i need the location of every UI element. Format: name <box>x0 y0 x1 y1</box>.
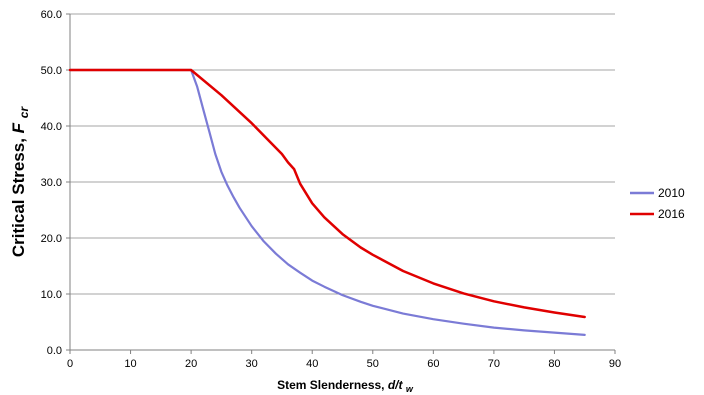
x-tick-label: 40 <box>306 358 318 370</box>
x-axis-title-var: d/t <box>388 378 404 392</box>
axes <box>66 13 616 354</box>
legend-label-2010: 2010 <box>658 186 685 200</box>
y-tick-label: 40.0 <box>41 121 62 133</box>
y-tick-label: 30.0 <box>41 177 62 189</box>
x-tick-label: 20 <box>185 358 197 370</box>
x-tick-label: 60 <box>427 358 439 370</box>
x-tick-label: 0 <box>67 358 73 370</box>
x-tick-label: 90 <box>609 358 621 370</box>
series-line-2010 <box>68 68 586 336</box>
x-tick-labels: 0 10 20 30 40 50 60 70 80 90 <box>67 358 621 370</box>
x-tick-label: 50 <box>367 358 379 370</box>
x-axis-title: Stem Slenderness, d/t w <box>277 378 414 394</box>
y-tick-label: 60.0 <box>41 9 62 21</box>
y-tick-label: 0.0 <box>47 345 62 357</box>
y-axis-title: Critical Stress, F cr <box>9 106 31 258</box>
series-lines <box>68 68 586 336</box>
x-tick-label: 70 <box>488 358 500 370</box>
y-tick-label: 20.0 <box>41 233 62 245</box>
y-tick-label: 50.0 <box>41 65 62 77</box>
x-tick-label: 10 <box>124 358 136 370</box>
series-line-2016 <box>68 68 586 319</box>
y-tick-label: 10.0 <box>41 289 62 301</box>
x-axis-title-main: Stem Slenderness, <box>277 378 388 392</box>
x-axis-title-sub: w <box>406 384 414 394</box>
y-axis-title-main: Critical Stress, <box>9 133 28 257</box>
legend: 2010 2016 <box>630 186 685 221</box>
y-axis-title-var: F <box>9 122 28 133</box>
x-tick-label: 80 <box>548 358 560 370</box>
y-axis-title-sub: cr <box>17 106 31 119</box>
legend-label-2016: 2016 <box>658 207 685 221</box>
x-tick-label: 30 <box>246 358 258 370</box>
y-tick-labels: 0.0 10.0 20.0 30.0 40.0 50.0 60.0 <box>41 9 62 357</box>
gridlines <box>70 13 615 295</box>
